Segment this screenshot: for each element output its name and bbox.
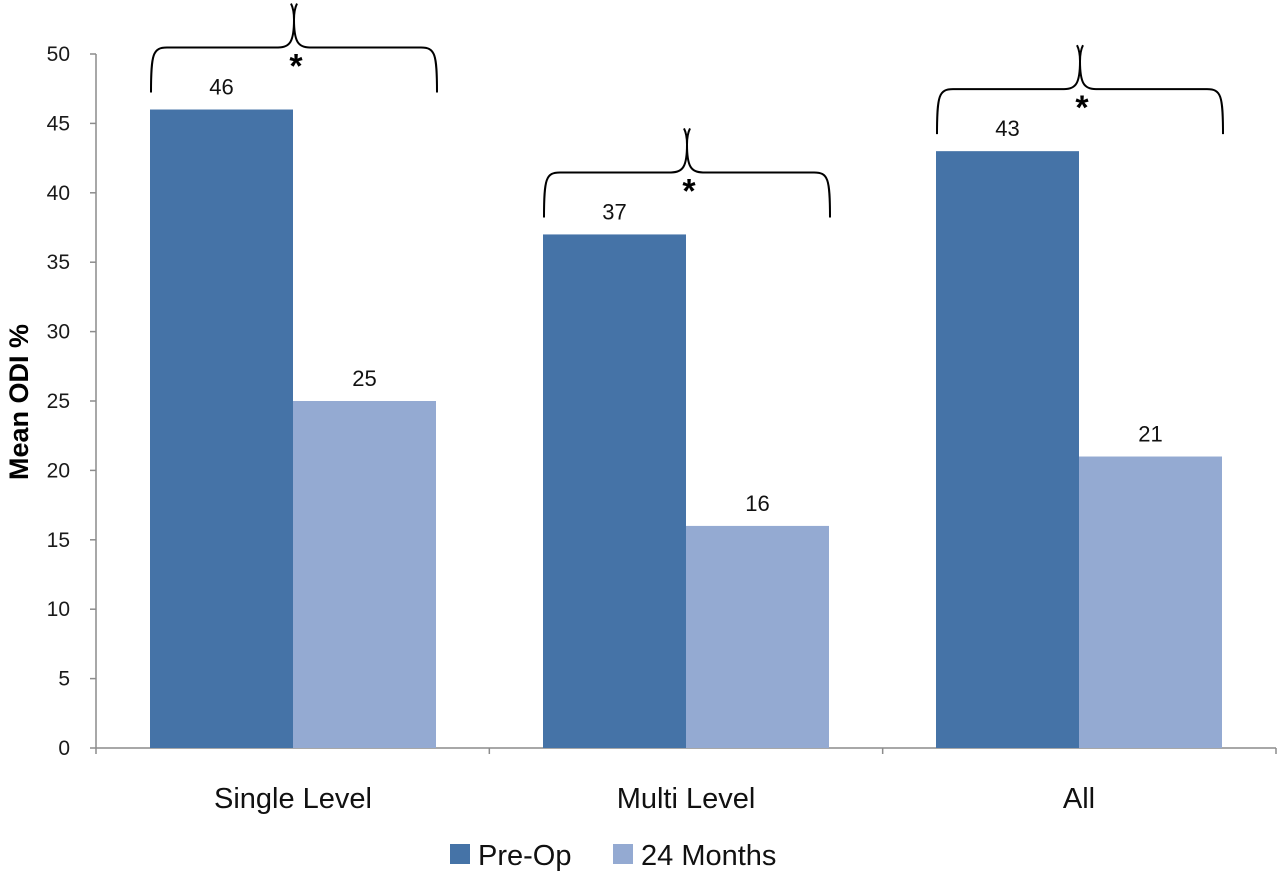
significance-brace: [150, 3, 438, 93]
legend-label-pre-op: Pre-Op: [478, 840, 571, 872]
x-tick-label: All: [1063, 783, 1095, 815]
y-tick-label: 35: [47, 251, 70, 274]
data-label: 21: [1138, 422, 1162, 447]
significance-asterisk: *: [1075, 89, 1089, 127]
bar-pre-op-all: [936, 151, 1079, 748]
legend-swatch-24-months: [613, 844, 633, 864]
data-label: 25: [352, 366, 376, 391]
legend-swatch-pre-op: [450, 844, 470, 864]
y-tick-label: 40: [47, 182, 70, 205]
significance-brace: [936, 44, 1224, 135]
bar-pre-op-multi-level: [543, 234, 686, 748]
x-tick-label: Multi Level: [617, 783, 756, 815]
y-tick-label: 30: [47, 321, 70, 344]
bar-pre-op-single-level: [150, 109, 293, 748]
legend: Pre-Op 24 Months: [450, 840, 776, 872]
plot-area: 0 5 10 15 20 25 30 35 40 45 50 46 25 Single Level 37 16…: [47, 3, 1277, 815]
y-tick-label: 0: [58, 737, 70, 760]
significance-asterisk: *: [682, 172, 696, 210]
y-tick-label: 50: [47, 43, 70, 66]
bar-24-months-single-level: [293, 401, 436, 748]
legend-label-24-months: 24 Months: [641, 840, 776, 872]
y-tick-label: 5: [58, 668, 70, 691]
data-label: 43: [995, 116, 1019, 141]
y-tick-label: 20: [47, 459, 70, 482]
significance-brace: [543, 127, 831, 218]
y-tick-label: 45: [47, 112, 70, 135]
y-tick-label: 25: [47, 390, 70, 413]
bar-24-months-all: [1079, 456, 1222, 748]
x-tick-label: Single Level: [214, 783, 372, 815]
y-axis-title: Mean ODI %: [4, 324, 34, 480]
significance-asterisk: *: [289, 48, 303, 86]
bar-24-months-multi-level: [686, 525, 829, 748]
data-label: 37: [602, 199, 626, 224]
data-label: 46: [209, 75, 233, 100]
y-tick-label: 15: [47, 529, 70, 552]
y-tick-label: 10: [47, 598, 70, 621]
data-label: 16: [745, 491, 769, 516]
